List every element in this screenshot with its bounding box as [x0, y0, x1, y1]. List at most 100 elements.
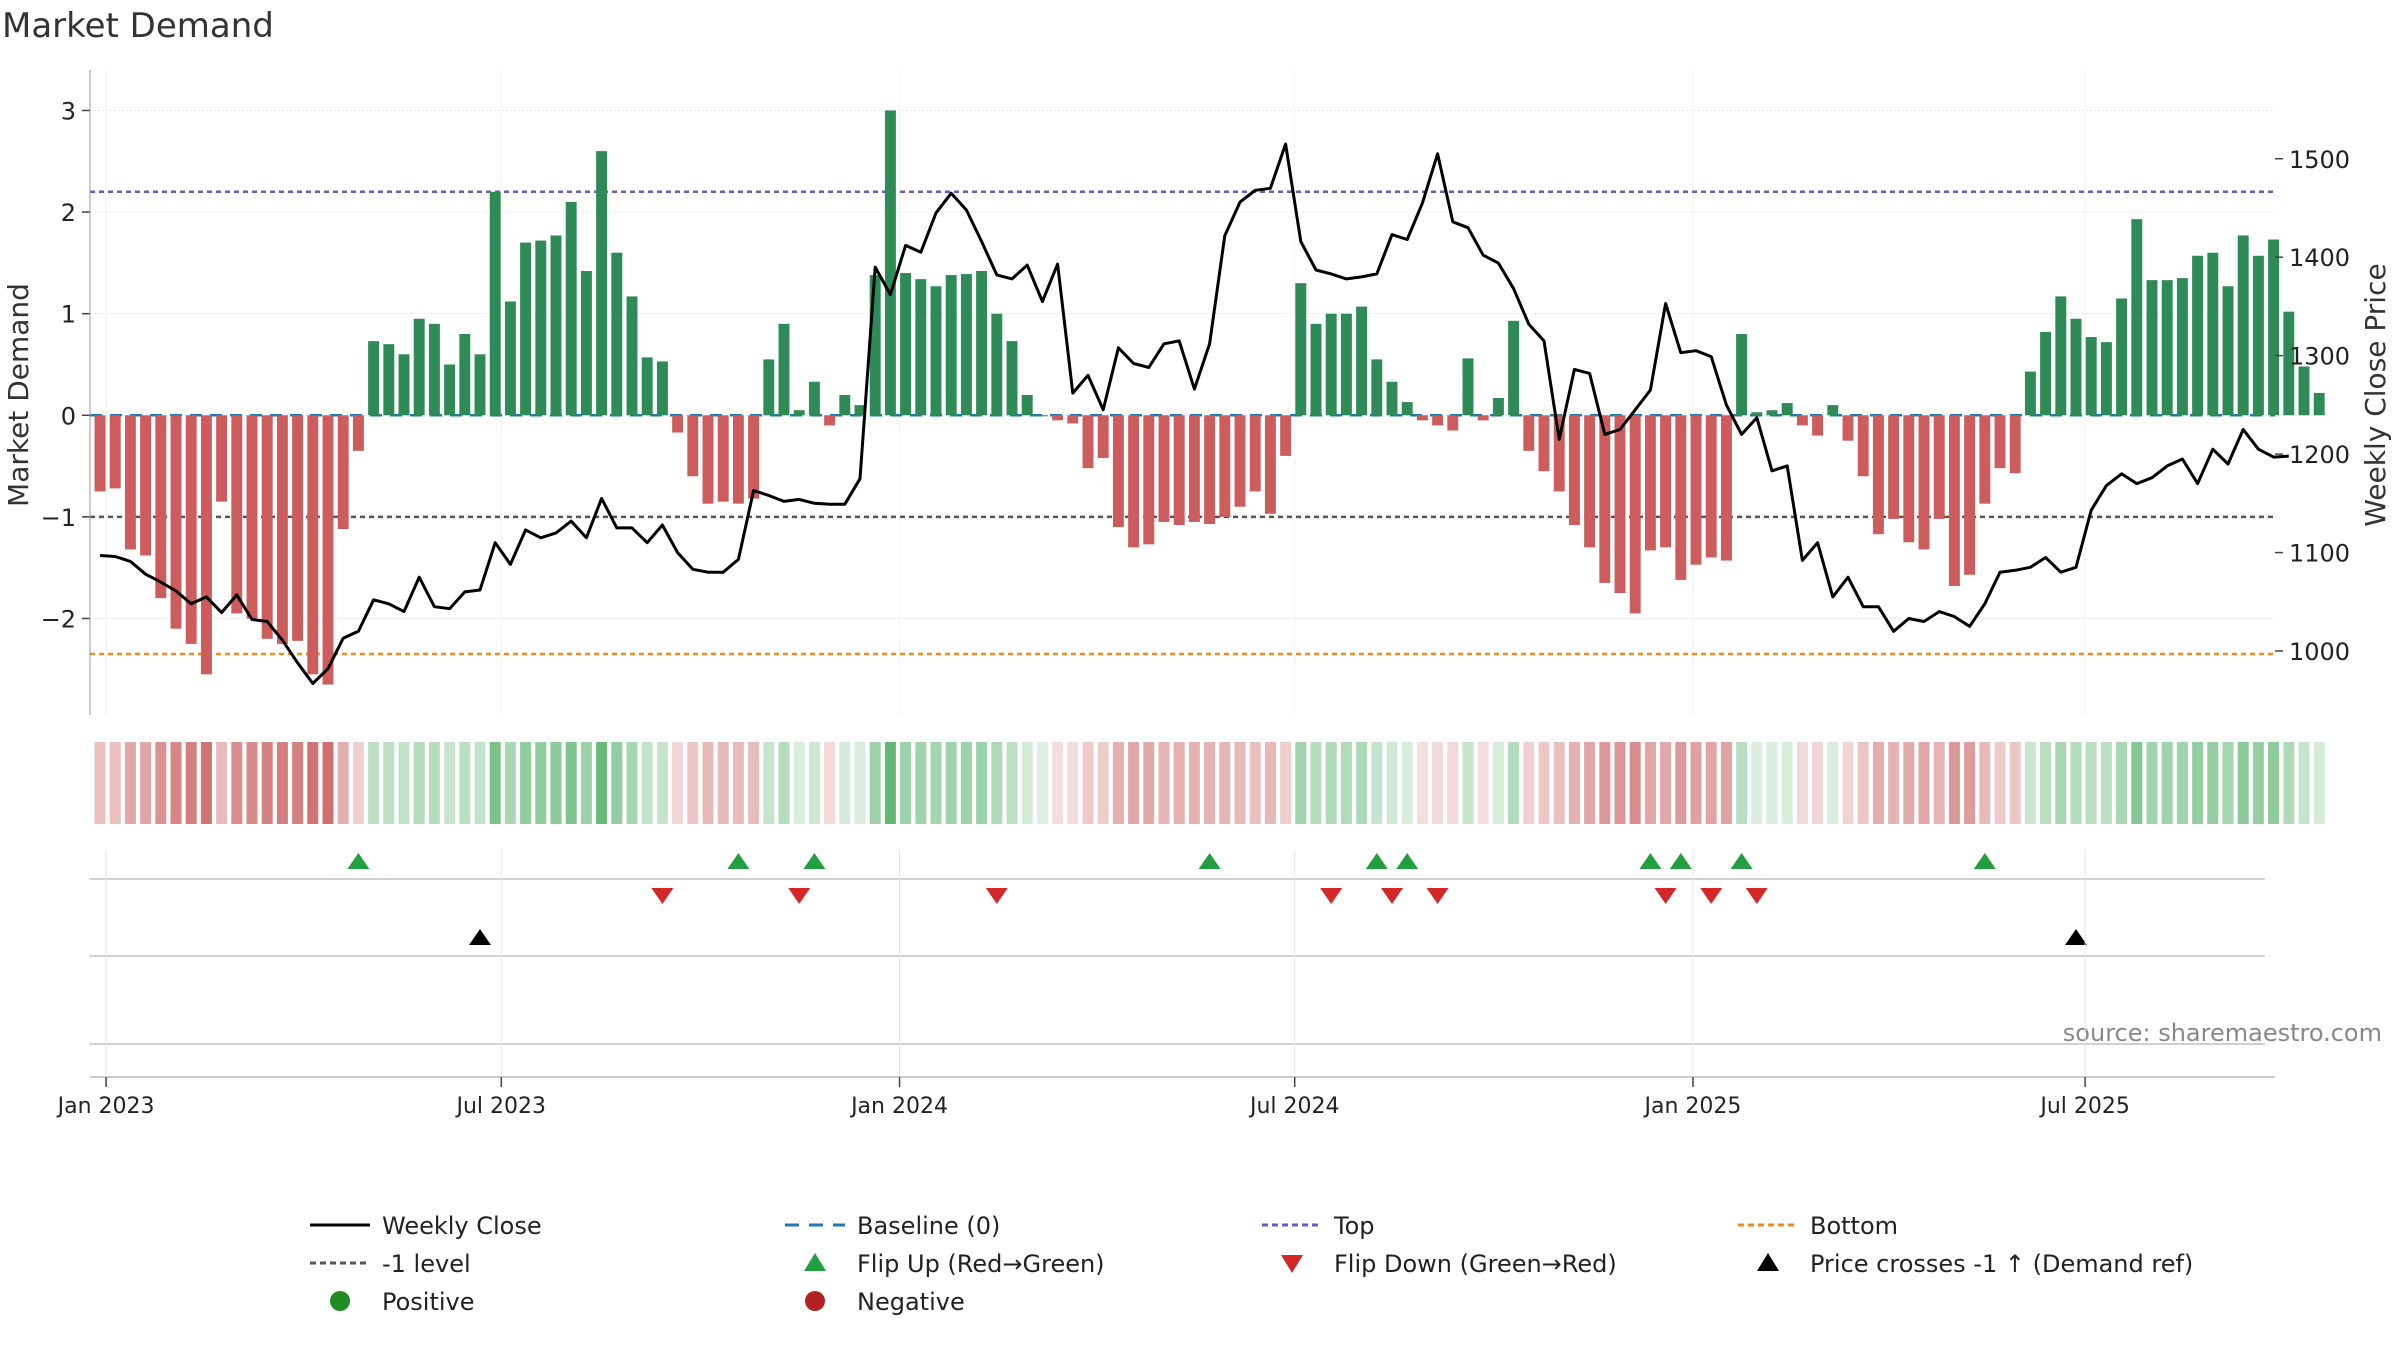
heat-strip [95, 742, 2325, 824]
heat-cell [520, 742, 531, 824]
heat-cell [1067, 742, 1078, 824]
demand-bar [1189, 415, 1200, 522]
demand-bar [2040, 332, 2051, 415]
heat-cell [2223, 742, 2234, 824]
demand-bar [1356, 307, 1367, 416]
demand-bar [1751, 412, 1762, 415]
heat-cell [1979, 742, 1990, 824]
demand-bar [475, 354, 486, 415]
heat-cell [566, 742, 577, 824]
demand-bar [505, 301, 516, 415]
demand-bar [1143, 415, 1154, 544]
heat-cell [1767, 742, 1778, 824]
y2-tick-label: 1100 [2289, 540, 2350, 568]
heat-cell [1341, 742, 1352, 824]
legend-item: Flip Up (Red→Green) [804, 1250, 1105, 1278]
demand-bar [2314, 393, 2325, 415]
demand-bar [1037, 415, 1048, 416]
demand-bar [1022, 395, 1033, 415]
flip-down-marker [1655, 888, 1677, 904]
demand-bar [642, 357, 653, 415]
demand-bar [459, 334, 470, 415]
demand-bar [1402, 402, 1413, 415]
demand-bar [1827, 405, 1838, 415]
demand-bar [581, 271, 592, 415]
heat-cell [262, 742, 273, 824]
demand-bar [611, 253, 622, 416]
flip-up-marker [1199, 853, 1221, 869]
legend-label: Price crosses -1 ↑ (Demand ref) [1810, 1250, 2193, 1278]
demand-bar [338, 415, 349, 529]
heat-cell [247, 742, 258, 824]
demand-bar [307, 415, 318, 674]
demand-bar [596, 151, 607, 415]
demand-bar [2055, 296, 2066, 415]
demand-bar [1463, 358, 1474, 415]
heat-cell [1812, 742, 1823, 824]
demand-bar [915, 279, 926, 415]
heat-cell [1706, 742, 1717, 824]
cross-markers [89, 929, 2265, 1044]
demand-bar [201, 415, 212, 674]
demand-bar [1523, 415, 1534, 451]
flip-markers [89, 853, 2265, 904]
heat-cell [733, 742, 744, 824]
demand-bar [718, 415, 729, 501]
heat-cell [779, 742, 790, 824]
heat-cell [1919, 742, 1930, 824]
heat-cell [611, 742, 622, 824]
heat-cell [292, 742, 303, 824]
heat-cell [171, 742, 182, 824]
x-tick-label: Jul 2025 [2038, 1094, 2130, 1119]
heat-cell [809, 742, 820, 824]
legend-label: Flip Down (Green→Red) [1334, 1250, 1617, 1278]
demand-bar [1174, 415, 1185, 525]
heat-cell [1751, 742, 1762, 824]
demand-bar [1508, 321, 1519, 415]
heat-cell [2299, 742, 2310, 824]
y-tick-label: −1 [41, 504, 76, 532]
demand-bar [1311, 324, 1322, 415]
demand-bar [1417, 415, 1428, 420]
flip-up-marker [1639, 853, 1661, 869]
heat-cell [581, 742, 592, 824]
flip-down-marker [1427, 888, 1449, 904]
heat-cell [277, 742, 288, 824]
heat-cell [1827, 742, 1838, 824]
heat-cell [763, 742, 774, 824]
legend-item: Positive [330, 1288, 475, 1316]
legend-item: Bottom [1738, 1212, 1898, 1240]
demand-bar [1584, 415, 1595, 547]
heat-cell [1022, 742, 1033, 824]
heat-cell [642, 742, 653, 824]
heat-cell [885, 742, 896, 824]
heat-cell [1873, 742, 1884, 824]
heat-cell [1007, 742, 1018, 824]
legend-swatch-positive [330, 1291, 350, 1311]
demand-bar [1052, 415, 1063, 420]
demand-bar [885, 110, 896, 415]
heat-cell [824, 742, 835, 824]
chart-title: Market Demand [2, 6, 274, 46]
demand-bar [399, 354, 410, 415]
price-cross-marker [2065, 929, 2087, 945]
demand-bar [1280, 415, 1291, 456]
demand-bar [277, 415, 288, 644]
heat-cell [2147, 742, 2158, 824]
demand-bar [535, 241, 546, 416]
heat-cell [687, 742, 698, 824]
demand-bar [383, 344, 394, 415]
heat-cell [748, 742, 759, 824]
heat-cell [2253, 742, 2264, 824]
heat-cell [1387, 742, 1398, 824]
demand-bar [353, 415, 364, 451]
demand-bar [490, 192, 501, 416]
heat-cell [1280, 742, 1291, 824]
flip-up-marker [347, 853, 369, 869]
heat-cell [870, 742, 881, 824]
demand-bar [1858, 415, 1869, 476]
flip-up-marker [803, 853, 825, 869]
demand-bar [1706, 415, 1717, 557]
demand-bar [1539, 415, 1550, 471]
demand-bar [2131, 219, 2142, 415]
